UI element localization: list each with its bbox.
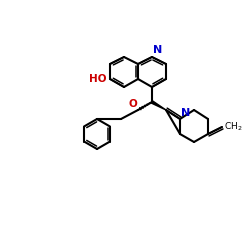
Text: N: N (181, 108, 190, 118)
Text: CH$_2$: CH$_2$ (224, 121, 242, 133)
Polygon shape (152, 101, 166, 110)
Text: N: N (153, 45, 162, 55)
Text: O: O (128, 99, 137, 109)
Text: HO: HO (90, 74, 107, 84)
